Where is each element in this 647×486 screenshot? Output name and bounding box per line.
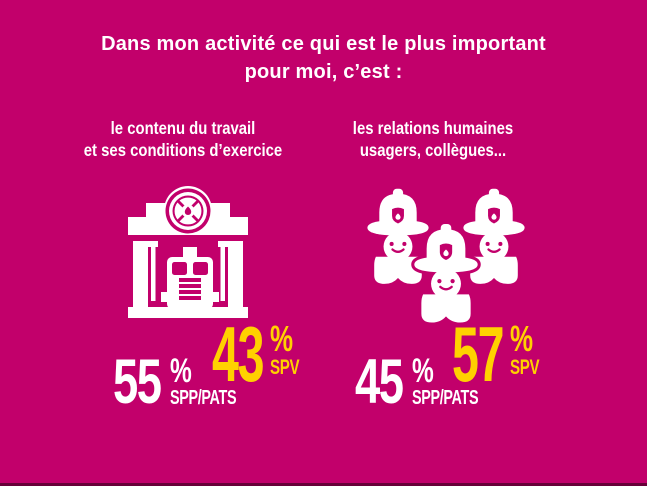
fire-station-svg xyxy=(128,186,248,318)
maltese-cross-emblem xyxy=(165,188,211,234)
percent-sign: % xyxy=(510,318,534,360)
station-base xyxy=(128,307,248,318)
left-header-line1: le contenu du travail xyxy=(110,118,256,138)
percent-sign: % xyxy=(270,318,294,360)
bottom-edge-strip xyxy=(0,483,647,486)
stat-spv-right: 57 % SPV xyxy=(452,310,612,399)
garage-pillars xyxy=(133,241,243,307)
firefighters-icon xyxy=(362,181,530,326)
fire-station-icon xyxy=(128,183,248,318)
firefighter-front xyxy=(414,224,477,323)
stat-spp-pats-right: 45 % SPP/PATS xyxy=(355,347,515,418)
stat-label: SPP/PATS xyxy=(412,387,479,409)
stat-value: 57 xyxy=(452,310,505,399)
firefighters-svg xyxy=(362,181,530,326)
right-column-header: les relations humaines usagers, collègue… xyxy=(306,117,561,162)
title-line2: pour moi, c’est : xyxy=(244,61,403,84)
stat-spv-left: 43 % SPV xyxy=(212,310,372,399)
left-column-header: le contenu du travail et ses conditions … xyxy=(56,117,311,162)
stat-label: SPP/PATS xyxy=(170,387,237,409)
stat-label: SPV xyxy=(270,356,300,379)
stat-value: 45 xyxy=(355,347,404,418)
page-title: Dans mon activité ce qui est le plus imp… xyxy=(0,30,647,87)
right-header-line2: usagers, collègues... xyxy=(359,140,507,161)
fire-truck xyxy=(161,247,219,309)
stat-spp-pats-left: 55 % SPP/PATS xyxy=(113,347,273,418)
percent-sign: % xyxy=(170,352,192,391)
left-header-line2: et ses conditions d’exercice xyxy=(83,140,283,161)
stat-value: 43 xyxy=(212,310,265,399)
title-line1: Dans mon activité ce qui est le plus imp… xyxy=(101,33,546,55)
stat-value: 55 xyxy=(113,347,162,418)
stat-label: SPV xyxy=(510,356,540,379)
percent-sign: % xyxy=(412,352,434,391)
right-header-line1: les relations humaines xyxy=(352,118,514,138)
